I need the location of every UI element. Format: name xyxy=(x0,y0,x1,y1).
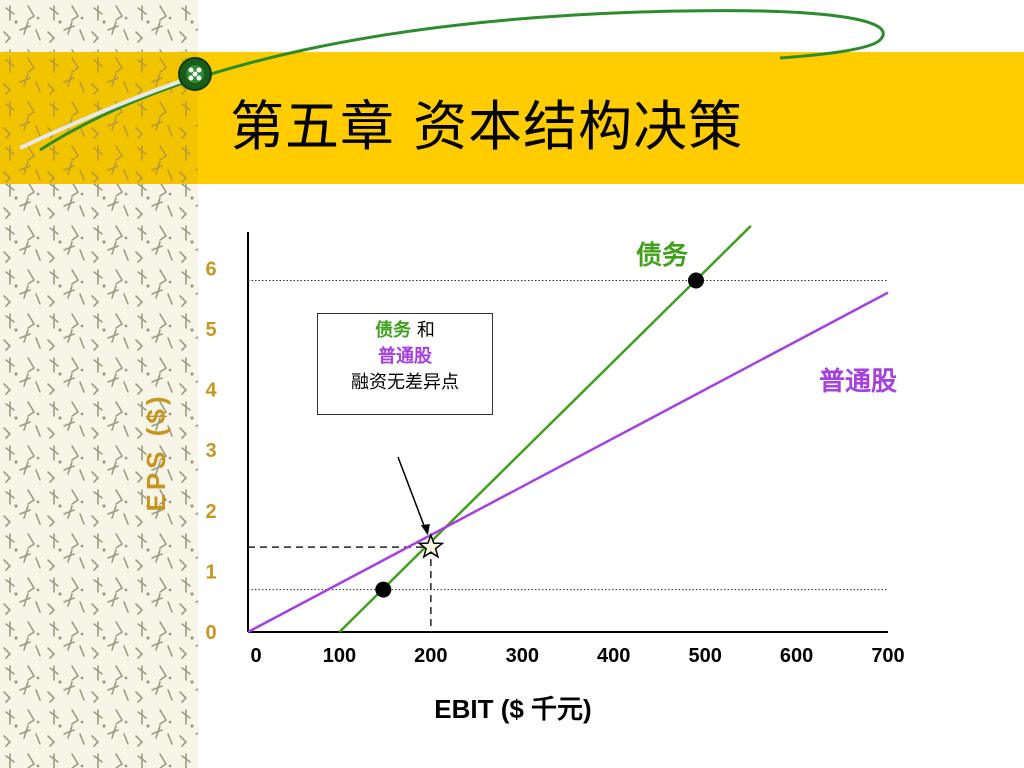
annotation-indifference: 融资无差异点 xyxy=(351,372,459,393)
series-label-stock: 普通股 xyxy=(819,366,897,397)
annotation-debt: 债务 xyxy=(375,320,412,341)
x-tick-label: 600 xyxy=(780,645,813,667)
y-tick-label: 1 xyxy=(205,561,216,583)
x-tick-labels: 0 100 200 300 400 500 600 700 xyxy=(250,645,904,667)
y-tick-label: 3 xyxy=(205,440,216,462)
series-line xyxy=(247,291,889,634)
x-tick-label: 300 xyxy=(506,645,539,667)
y-tick-label: 2 xyxy=(205,501,216,523)
x-tick-label: 0 xyxy=(250,645,261,667)
annotation-stock: 普通股 xyxy=(378,346,432,367)
x-tick-label: 700 xyxy=(871,645,904,667)
y-tick-label: 6 xyxy=(205,258,216,280)
indifference-annotation-box: 债务 和 普通股 融资无差异点 xyxy=(317,313,493,415)
x-tick-label: 400 xyxy=(597,645,630,667)
x-axis-label: EBIT ($ 千元) xyxy=(434,694,591,724)
x-tick-label: 500 xyxy=(688,645,721,667)
swoosh-decoration xyxy=(19,9,885,152)
annotation-and: 和 xyxy=(416,320,435,341)
y-tick-label: 4 xyxy=(205,380,217,402)
data-points xyxy=(375,272,704,598)
series-line xyxy=(338,225,752,633)
indifference-star-icon xyxy=(417,533,445,559)
arrow-head-icon xyxy=(420,524,430,536)
series-label-debt: 债务 xyxy=(636,241,688,271)
y-tick-labels: 0 1 2 3 4 5 6 xyxy=(205,258,217,644)
data-point xyxy=(375,581,392,598)
y-tick-label: 0 xyxy=(205,622,216,644)
page-title: 第五章 资本结构决策 xyxy=(230,95,744,158)
x-tick-label: 200 xyxy=(414,645,447,667)
series-lines xyxy=(247,225,889,634)
annotation-arrow xyxy=(397,456,428,534)
reference-lines xyxy=(248,279,888,632)
data-point xyxy=(688,272,704,289)
y-tick-label: 5 xyxy=(205,319,216,341)
y-axis-label: EPS ($) xyxy=(141,392,171,511)
x-tick-label: 100 xyxy=(323,645,356,667)
chart-axes xyxy=(247,232,888,633)
